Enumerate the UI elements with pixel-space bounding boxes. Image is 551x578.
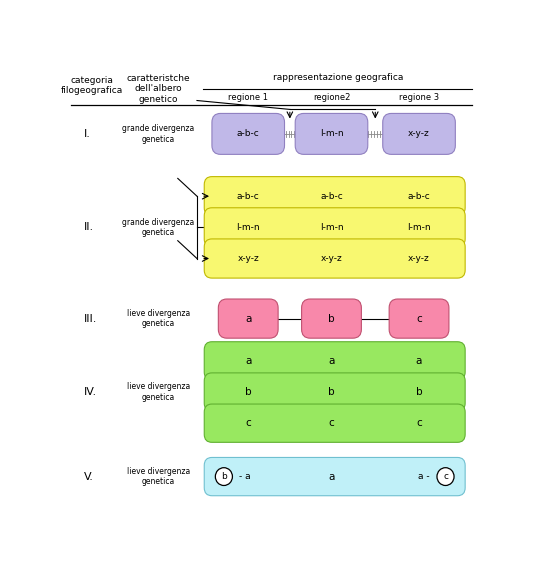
Text: a: a	[328, 356, 334, 366]
Text: c: c	[416, 418, 422, 428]
Text: x-y-z: x-y-z	[408, 129, 430, 138]
Text: c: c	[245, 418, 251, 428]
Circle shape	[437, 468, 454, 486]
Text: regione 1: regione 1	[228, 93, 268, 102]
Text: regione 3: regione 3	[399, 93, 439, 102]
Text: lieve divergenza
genetica: lieve divergenza genetica	[127, 467, 190, 486]
Text: a -: a -	[418, 472, 430, 481]
Text: a: a	[245, 314, 251, 324]
Text: grande divergenza
genetica: grande divergenza genetica	[122, 124, 195, 143]
Text: l-m-n: l-m-n	[236, 223, 260, 232]
Text: a: a	[245, 356, 251, 366]
Text: c: c	[443, 472, 448, 481]
FancyBboxPatch shape	[301, 299, 361, 338]
Text: lieve divergenza
genetica: lieve divergenza genetica	[127, 309, 190, 328]
FancyBboxPatch shape	[204, 342, 465, 380]
Text: rappresentazione geografica: rappresentazione geografica	[273, 73, 403, 82]
Text: b: b	[245, 387, 252, 397]
Text: b: b	[328, 314, 335, 324]
FancyBboxPatch shape	[204, 457, 465, 496]
Text: a-b-c: a-b-c	[237, 129, 260, 138]
Text: b: b	[328, 387, 335, 397]
Text: - a: - a	[240, 472, 251, 481]
FancyBboxPatch shape	[212, 113, 284, 154]
Text: caratteristche
dell'albero
genetico: caratteristche dell'albero genetico	[127, 74, 190, 103]
Text: c: c	[416, 314, 422, 324]
Text: a-b-c: a-b-c	[408, 192, 430, 201]
FancyBboxPatch shape	[218, 299, 278, 338]
Text: l-m-n: l-m-n	[320, 129, 343, 138]
Text: x-y-z: x-y-z	[321, 254, 342, 263]
Text: categoria
filogeografica: categoria filogeografica	[61, 76, 123, 95]
Text: b: b	[221, 472, 227, 481]
Text: x-y-z: x-y-z	[237, 254, 259, 263]
Text: regione2: regione2	[313, 93, 350, 102]
Circle shape	[215, 468, 233, 486]
Text: l-m-n: l-m-n	[407, 223, 431, 232]
Text: x-y-z: x-y-z	[408, 254, 430, 263]
Text: lieve divergenza
genetica: lieve divergenza genetica	[127, 382, 190, 402]
FancyBboxPatch shape	[204, 239, 465, 278]
Text: c: c	[328, 418, 334, 428]
Text: a-b-c: a-b-c	[237, 192, 260, 201]
Text: a: a	[416, 356, 422, 366]
Text: a: a	[328, 472, 334, 481]
Text: II.: II.	[84, 223, 94, 232]
Text: IV.: IV.	[84, 387, 97, 397]
FancyBboxPatch shape	[204, 373, 465, 411]
FancyBboxPatch shape	[204, 177, 465, 216]
FancyBboxPatch shape	[204, 404, 465, 442]
FancyBboxPatch shape	[389, 299, 449, 338]
Text: l-m-n: l-m-n	[320, 223, 343, 232]
Text: III.: III.	[84, 314, 97, 324]
Text: I.: I.	[84, 129, 91, 139]
FancyBboxPatch shape	[383, 113, 455, 154]
Text: grande divergenza
genetica: grande divergenza genetica	[122, 218, 195, 237]
Text: V.: V.	[84, 472, 94, 481]
FancyBboxPatch shape	[204, 208, 465, 247]
FancyBboxPatch shape	[295, 113, 368, 154]
Text: b: b	[415, 387, 423, 397]
Text: a-b-c: a-b-c	[320, 192, 343, 201]
